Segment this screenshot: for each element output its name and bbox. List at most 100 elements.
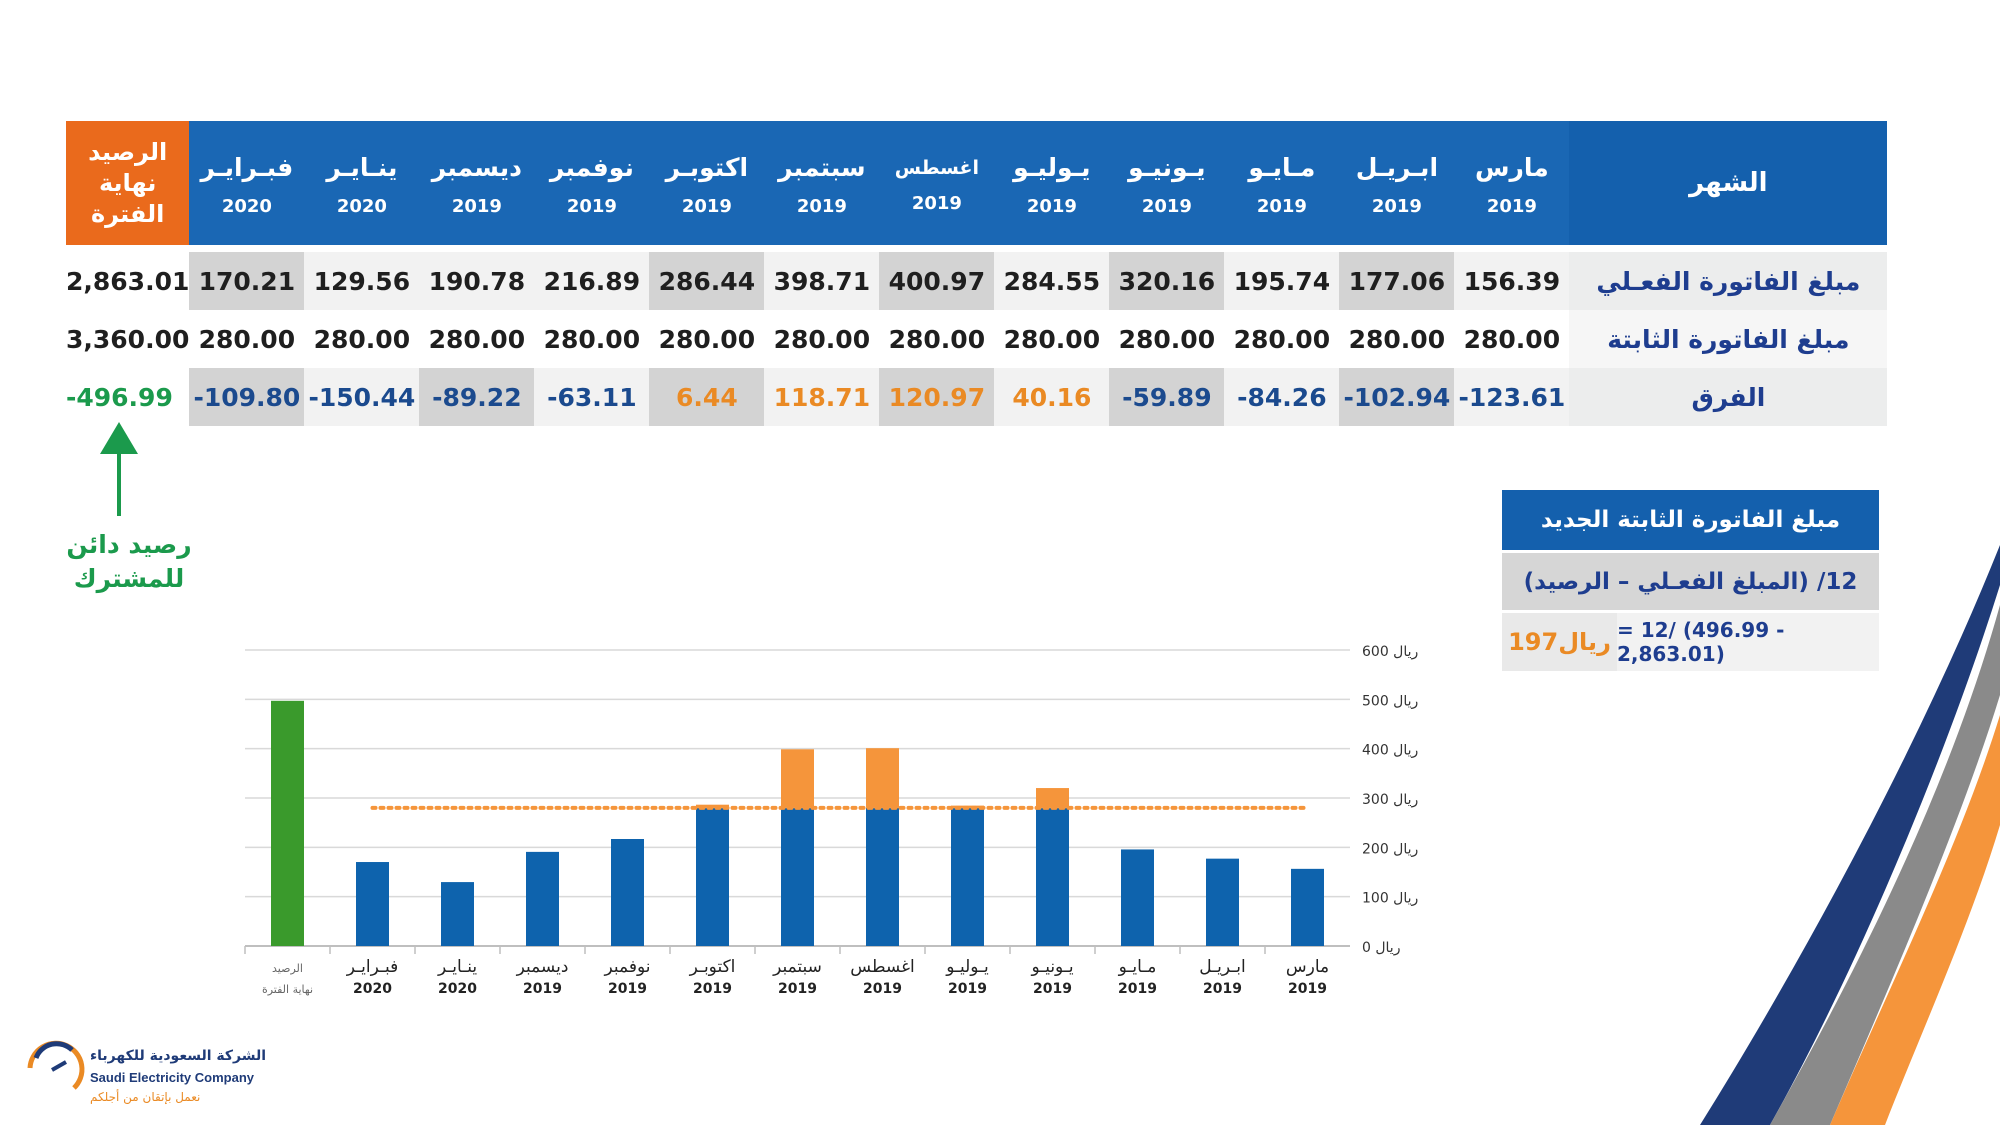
y-tick-label: 200 ريال	[1362, 841, 1418, 857]
table-cell: 280.00	[649, 310, 765, 368]
bar-bill	[441, 882, 474, 946]
balance-cell: 2,863.01	[66, 252, 190, 310]
y-tick-label: 100 ريال	[1362, 891, 1418, 907]
table-cell: 280.00	[419, 310, 535, 368]
formula-box: مبلغ الفاتورة الثابتة الجديد (المبلغ الف…	[1502, 490, 1879, 671]
month-header: مـايـو 2019	[1224, 121, 1340, 245]
table-cell: 280.00	[1454, 310, 1570, 368]
bar-bill	[951, 807, 984, 946]
table-cell: 280.00	[189, 310, 305, 368]
x-tick-label: اكتوبـر	[689, 957, 736, 977]
x-tick-year: 2019	[948, 981, 987, 997]
table-cell: 129.56	[304, 252, 420, 310]
x-tick-year: 2019	[1033, 981, 1072, 997]
logo-arabic: الشركة السعودية للكهرباء	[90, 1048, 267, 1064]
table-row-actual-bill: 2,863.01 170.21 129.56 190.78 216.89 286…	[66, 252, 1888, 310]
table-cell: 118.71	[764, 368, 880, 426]
formula-title: مبلغ الفاتورة الثابتة الجديد	[1502, 490, 1879, 550]
x-tick-year: 2019	[863, 981, 902, 997]
bar-bill	[611, 839, 644, 946]
month-header: سبتمبر 2019	[764, 121, 880, 245]
table-cell: 280.00	[1109, 310, 1225, 368]
row-label-header: الشهر	[1569, 121, 1888, 245]
credit-caption: رصيد دائن للمشترك	[66, 530, 192, 593]
bar-bill	[526, 851, 559, 946]
formula-result-row: 197ريال = 12/ (496.99 - 2,863.01)	[1502, 613, 1879, 671]
decorative-ribbon	[1700, 545, 2000, 1125]
table-cell: 280.00	[304, 310, 420, 368]
month-header: يـونيـو 2019	[1109, 121, 1225, 245]
bar-excess	[781, 749, 814, 808]
x-tick-year: 2019	[1288, 981, 1327, 997]
bill-table: الرصيد نهاية الفترة فبـرايـر 2020 ينـايـر…	[66, 121, 1888, 426]
x-tick-year: 2020	[438, 981, 477, 997]
bar-bill	[696, 807, 729, 946]
y-tick-label: 400 ريال	[1362, 743, 1418, 759]
bar-bill	[866, 807, 899, 946]
x-tick-label: مـايـو	[1118, 957, 1157, 977]
row-label: مبلغ الفاتورة الثابتة	[1569, 310, 1888, 368]
table-cell: 280.00	[879, 310, 995, 368]
x-tick-label: فبـرايـر	[346, 957, 398, 977]
formula-calculation: = 12/ (496.99 - 2,863.01)	[1617, 613, 1879, 671]
row-label: الفرق	[1569, 368, 1888, 426]
table-header-row: الرصيد نهاية الفترة فبـرايـر 2020 ينـايـر…	[66, 121, 1888, 245]
bar-balance	[271, 700, 304, 946]
logo-english: Saudi Electricity Company	[90, 1070, 254, 1085]
table-cell: 398.71	[764, 252, 880, 310]
x-tick-year: 2019	[1203, 981, 1242, 997]
balance-cell: -496.99	[66, 368, 190, 426]
formula-expression: (المبلغ الفعـلي – الرصيد) /12	[1502, 553, 1879, 610]
bar-bill	[1036, 807, 1069, 946]
x-tick-year: 2019	[523, 981, 562, 997]
arrow-up-icon	[100, 422, 138, 516]
x-tick-year: 2019	[1118, 981, 1157, 997]
row-label: مبلغ الفاتورة الفعـلي	[1569, 252, 1888, 310]
table-cell: 280.00	[764, 310, 880, 368]
month-header: يـوليـو 2019	[994, 121, 1110, 245]
bar-bill	[356, 862, 389, 946]
table-cell: 280.00	[534, 310, 650, 368]
x-tick-label: ابـريـل	[1199, 957, 1245, 977]
x-tick-label: مارس	[1286, 957, 1329, 977]
table-cell: 170.21	[189, 252, 305, 310]
x-tick-year: 2019	[778, 981, 817, 997]
bar-bill	[1121, 849, 1154, 946]
table-cell: 156.39	[1454, 252, 1570, 310]
sec-logo-icon	[27, 1040, 85, 1090]
x-tick-label: يـونيـو	[1030, 957, 1073, 977]
x-tick-label: يـوليـو	[945, 957, 989, 977]
bar-excess	[866, 748, 899, 808]
balance-cell: 3,360.00	[66, 310, 190, 368]
x-tick-year: نهاية الفترة	[262, 983, 313, 996]
table-cell: 400.97	[879, 252, 995, 310]
table-cell: -109.80	[189, 368, 305, 426]
table-cell: -123.61	[1454, 368, 1570, 426]
x-tick-label: الرصيد	[272, 962, 303, 975]
table-row-fixed-bill: 3,360.00 280.00 280.00 280.00 280.00 280…	[66, 310, 1888, 368]
table-cell: 284.55	[994, 252, 1110, 310]
month-header: نوفمبر 2019	[534, 121, 650, 245]
month-header: ينـايـر 2020	[304, 121, 420, 245]
bar-bill	[1206, 858, 1239, 946]
table-cell: 280.00	[1224, 310, 1340, 368]
bar-excess	[1036, 788, 1069, 808]
table-cell: 286.44	[649, 252, 765, 310]
table-cell: -89.22	[419, 368, 535, 426]
month-header: مارس 2019	[1454, 121, 1570, 245]
y-tick-label: 600 ريال	[1362, 644, 1418, 660]
table-cell: 195.74	[1224, 252, 1340, 310]
bar-bill	[781, 807, 814, 946]
x-tick-year: 2019	[693, 981, 732, 997]
table-cell: -150.44	[304, 368, 420, 426]
table-cell: 120.97	[879, 368, 995, 426]
y-tick-label: 0 ريال	[1362, 940, 1400, 956]
x-tick-label: سبتمبر	[772, 957, 822, 977]
table-cell: -63.11	[534, 368, 650, 426]
table-cell: 6.44	[649, 368, 765, 426]
table-row-difference: -496.99 -109.80 -150.44 -89.22 -63.11 6.…	[66, 368, 1888, 426]
month-header: ابـريـل 2019	[1339, 121, 1455, 245]
x-tick-label: اغسطس	[850, 957, 914, 977]
table-cell: 280.00	[1339, 310, 1455, 368]
